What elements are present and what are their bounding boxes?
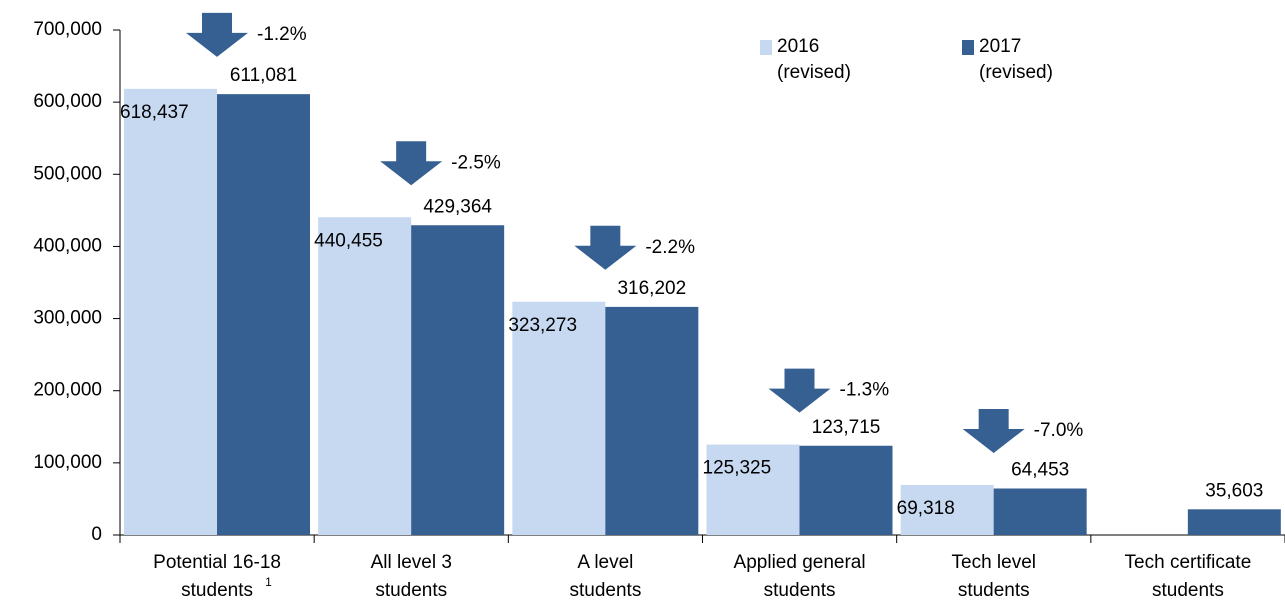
y-tick-label: 100,000 [33,452,102,473]
y-tick-label: 500,000 [33,163,102,184]
value-label: 69,318 [897,498,955,519]
x-tick-label: students [764,580,836,601]
change-label: -2.5% [451,152,501,173]
legend-swatch [760,40,772,55]
y-tick-label: 600,000 [33,91,102,112]
change-arrow [768,368,831,413]
legend-label: 2017 (revised) [979,36,1053,83]
value-label: 429,364 [423,196,492,217]
x-tick-label: students [181,580,253,601]
value-label: 316,202 [617,278,686,299]
value-label: 618,437 [120,102,189,123]
change-arrow [962,408,1025,453]
value-label: 611,081 [230,65,297,86]
bar [1187,509,1281,535]
value-label: 123,715 [812,417,881,438]
x-tick-label: Tech certificate [1125,552,1252,573]
bar [993,488,1087,535]
change-label: -2.2% [645,237,695,258]
x-tick-label: students [1152,580,1224,601]
change-label: -1.2% [257,24,307,45]
x-tick-label: students [375,580,447,601]
value-label: 323,273 [508,315,577,336]
footnote-marker: 1 [265,575,272,589]
bar [799,445,893,535]
value-label: 64,453 [1011,460,1069,481]
x-tick-label: Potential 16-18 [153,552,281,573]
y-tick-label: 200,000 [33,380,102,401]
bar [217,94,310,535]
bar [411,225,505,535]
change-arrow [380,141,443,186]
bar [512,301,606,535]
x-tick-label: A level [577,552,633,573]
y-tick-label: 0 [91,524,102,545]
x-tick-label: Tech level [952,552,1037,573]
bar [706,444,800,535]
bar [318,217,412,536]
x-tick-label: students [570,580,642,601]
bar [605,306,699,535]
bar [124,88,217,535]
x-tick-label: All level 3 [371,552,452,573]
change-label: -1.3% [840,380,890,401]
change-arrow [574,225,637,270]
value-label: 440,455 [314,230,383,251]
x-tick-label: students [958,580,1030,601]
y-tick-label: 300,000 [33,308,102,329]
change-label: -7.0% [1034,420,1084,441]
y-tick-label: 700,000 [33,19,102,40]
change-arrow [186,12,248,57]
x-tick-label: Applied general [734,552,866,573]
legend-label: 2016 (revised) [777,36,851,83]
bar [900,484,994,535]
legend-swatch [962,40,974,55]
y-tick-label: 400,000 [33,235,102,256]
value-label: 35,603 [1205,480,1263,501]
value-label: 125,325 [703,458,772,479]
